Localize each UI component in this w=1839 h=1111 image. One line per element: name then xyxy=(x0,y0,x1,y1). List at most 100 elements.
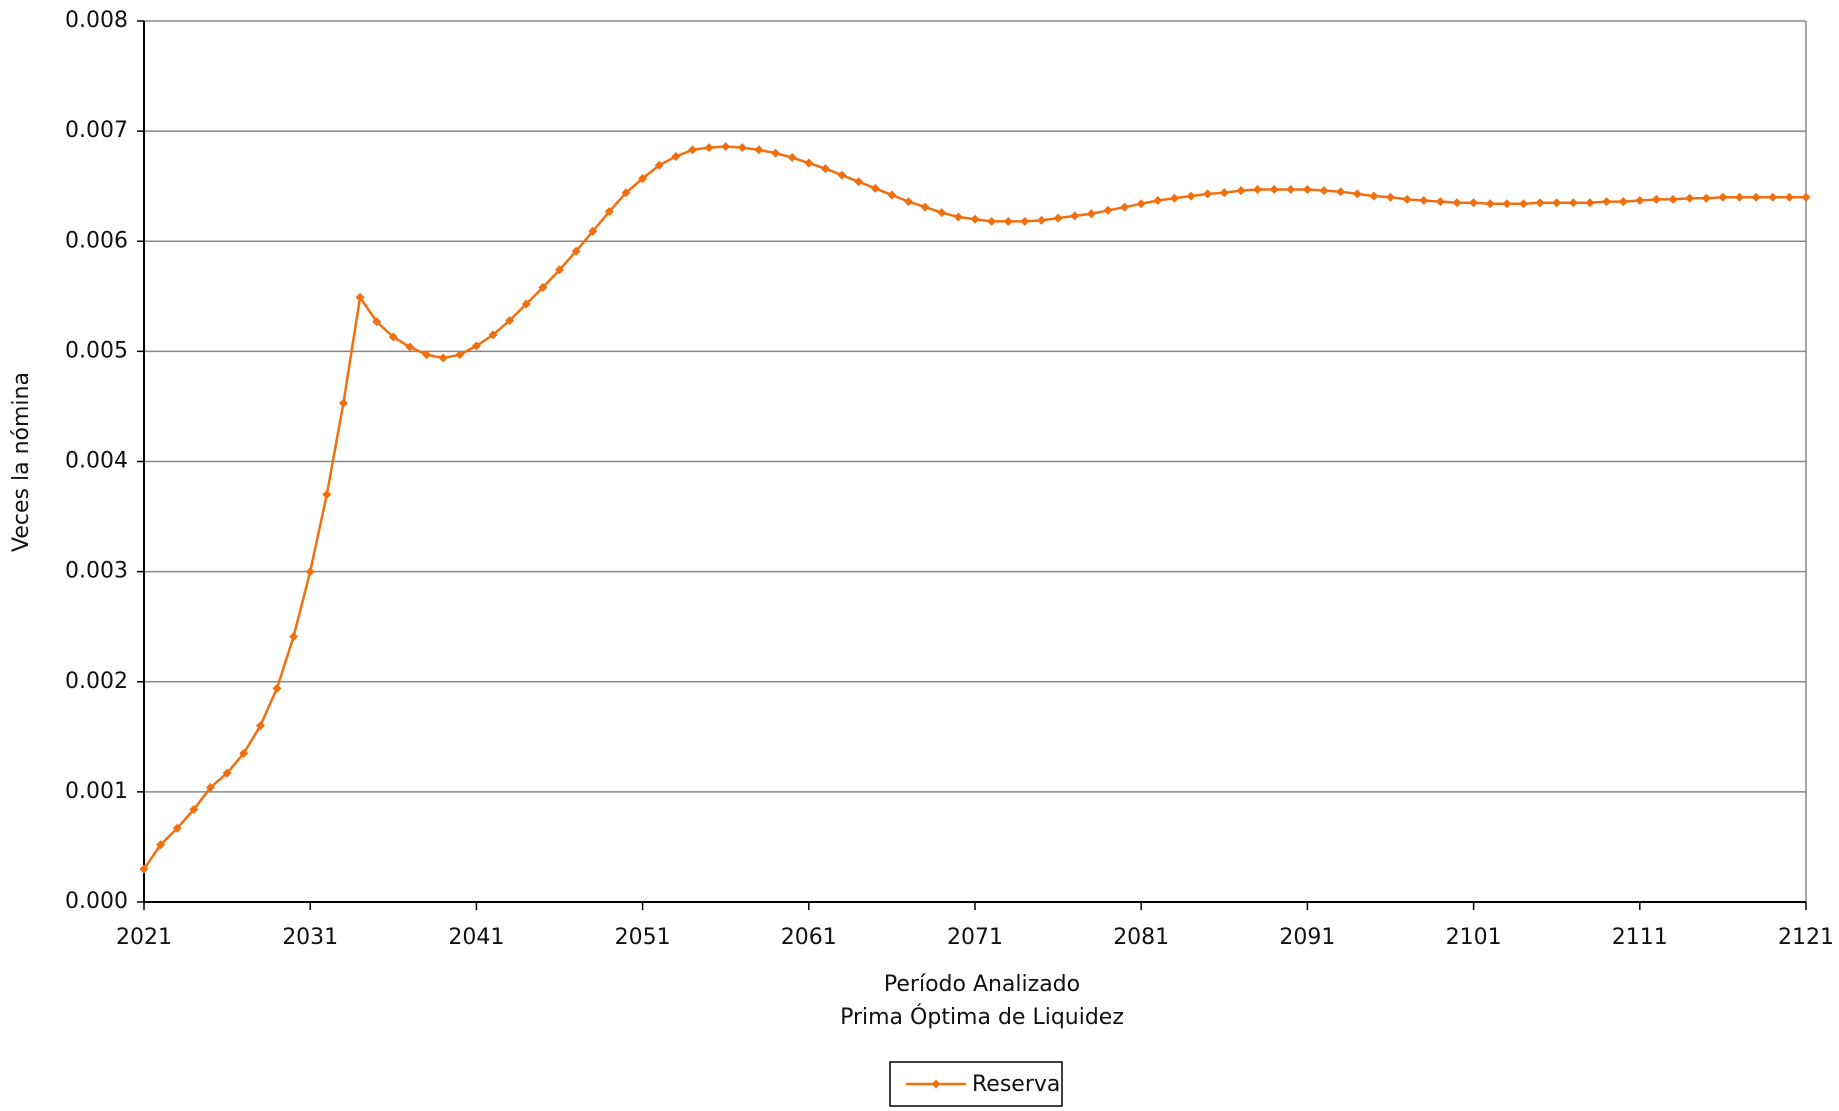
y-tick-label: 0.006 xyxy=(65,228,128,253)
data-point xyxy=(305,567,315,577)
y-tick-label: 0.007 xyxy=(65,118,128,143)
data-point xyxy=(1435,197,1445,207)
data-point xyxy=(338,398,348,408)
data-point xyxy=(1369,191,1379,201)
data-point xyxy=(604,207,614,217)
data-point xyxy=(1452,198,1462,208)
data-point xyxy=(156,840,166,850)
data-point xyxy=(1070,211,1080,221)
data-point xyxy=(920,202,930,212)
data-point xyxy=(505,316,515,326)
data-point xyxy=(1153,196,1163,206)
data-point xyxy=(1651,194,1661,204)
data-point xyxy=(488,330,498,340)
data-point xyxy=(787,153,797,163)
x-tick-label: 2061 xyxy=(781,925,837,950)
data-point xyxy=(804,158,814,168)
data-point xyxy=(1502,199,1512,209)
data-point xyxy=(987,216,997,226)
x-tick-label: 2121 xyxy=(1778,925,1834,950)
data-point xyxy=(1751,192,1761,202)
data-point xyxy=(1169,193,1179,203)
data-point xyxy=(1402,194,1412,204)
data-point xyxy=(1602,197,1612,207)
data-point xyxy=(687,145,697,155)
data-point xyxy=(1469,198,1479,208)
data-point xyxy=(1768,192,1778,202)
data-point xyxy=(1136,199,1146,209)
data-point xyxy=(1269,184,1279,194)
data-point xyxy=(937,208,947,218)
y-tick-label: 0.003 xyxy=(65,559,128,584)
x-tick-label: 2081 xyxy=(1113,925,1169,950)
data-point xyxy=(405,342,415,352)
data-point xyxy=(1784,192,1794,202)
data-point xyxy=(555,265,564,275)
y-tick-label: 0.005 xyxy=(65,338,128,363)
data-point xyxy=(1552,198,1562,208)
data-point xyxy=(621,188,631,198)
x-tick-label: 2041 xyxy=(448,925,504,950)
data-point xyxy=(1485,199,1495,209)
data-point xyxy=(1535,198,1545,208)
data-point xyxy=(1635,196,1645,206)
data-point xyxy=(1302,184,1312,194)
x-tick-label: 2111 xyxy=(1612,925,1668,950)
data-point xyxy=(1668,194,1678,204)
data-point xyxy=(571,246,581,256)
data-point xyxy=(222,768,232,778)
data-point xyxy=(870,183,880,193)
chart-subtitle: Prima Óptima de Liquidez xyxy=(840,1004,1124,1030)
data-point xyxy=(422,350,432,360)
data-point xyxy=(1103,205,1113,215)
data-point xyxy=(239,748,249,758)
data-point xyxy=(1053,213,1063,223)
data-point xyxy=(588,226,598,236)
data-point xyxy=(272,683,282,693)
y-tick-label: 0.000 xyxy=(65,889,128,914)
data-point xyxy=(1419,196,1429,206)
data-point xyxy=(953,212,963,222)
data-point xyxy=(754,145,764,155)
data-point xyxy=(1236,186,1246,196)
data-point xyxy=(521,299,531,309)
data-line xyxy=(142,145,1806,870)
data-point xyxy=(1319,186,1329,196)
data-point xyxy=(970,214,980,224)
data-point xyxy=(388,332,398,342)
x-tick-label: 2021 xyxy=(116,925,172,950)
data-point xyxy=(1701,193,1711,203)
data-point xyxy=(1618,197,1628,207)
y-tick-label: 0.001 xyxy=(65,779,128,804)
data-point xyxy=(704,143,714,153)
data-point xyxy=(455,350,465,360)
data-point xyxy=(1253,184,1263,194)
data-point xyxy=(1685,193,1695,203)
data-point xyxy=(322,490,332,500)
data-point xyxy=(1718,192,1728,202)
data-point xyxy=(854,177,864,187)
data-point xyxy=(1203,189,1213,199)
data-point xyxy=(721,142,731,152)
data-point xyxy=(139,864,149,874)
data-point xyxy=(1219,188,1229,198)
data-point xyxy=(1568,198,1578,208)
y-tick-label: 0.004 xyxy=(65,449,128,474)
data-point xyxy=(1086,209,1096,219)
legend-marker xyxy=(931,1079,941,1089)
x-tick-label: 2071 xyxy=(947,925,1003,950)
data-point xyxy=(172,823,182,833)
y-axis-label: Veces la nómina xyxy=(9,372,34,552)
data-point xyxy=(771,148,781,158)
data-point xyxy=(737,143,747,153)
data-point xyxy=(289,632,299,642)
legend-label: Reserva xyxy=(972,1072,1060,1097)
data-point xyxy=(837,170,847,180)
data-point xyxy=(1120,202,1130,212)
data-point xyxy=(1336,187,1346,197)
data-point xyxy=(1585,198,1595,208)
data-point xyxy=(1286,184,1296,194)
data-point xyxy=(887,190,897,200)
data-point xyxy=(1735,192,1745,202)
